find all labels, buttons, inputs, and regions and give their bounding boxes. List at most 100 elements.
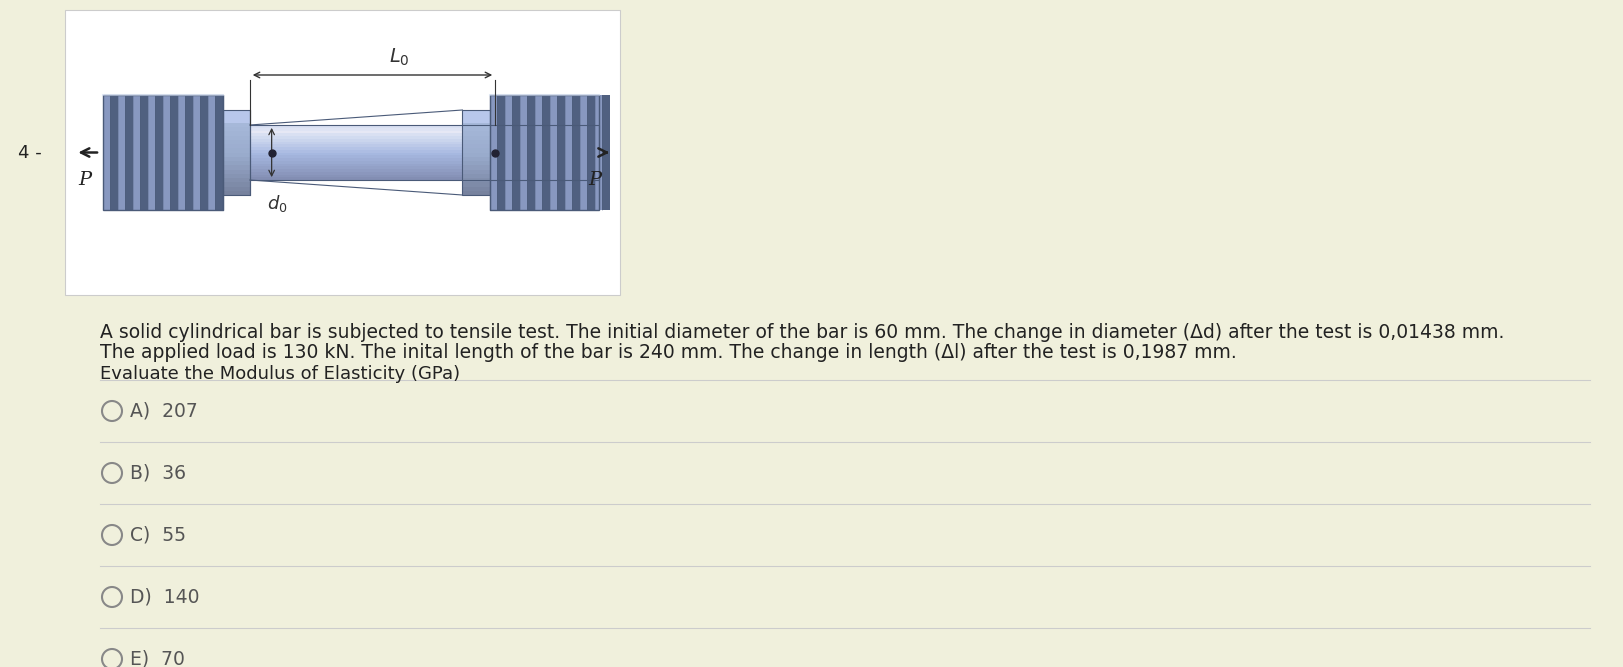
Text: C)  55: C) 55 [130, 526, 187, 544]
Bar [463, 148, 490, 153]
Bar [118, 95, 125, 210]
Bar [170, 95, 177, 210]
Bar [490, 95, 599, 210]
Bar [222, 191, 250, 195]
Text: Evaluate the Modulus of Elasticity (GPa): Evaluate the Modulus of Elasticity (GPa) [101, 365, 461, 383]
Bar [177, 95, 185, 210]
Text: 4 -: 4 - [18, 143, 42, 161]
Bar [222, 110, 250, 195]
Bar [594, 95, 602, 210]
Bar [565, 95, 571, 210]
Text: A solid cylindrical bar is subjected to tensile test. The initial diameter of th: A solid cylindrical bar is subjected to … [101, 323, 1505, 342]
Text: P: P [78, 171, 91, 189]
Bar [588, 95, 594, 210]
Bar [463, 165, 490, 169]
Bar [519, 95, 527, 210]
Bar [463, 178, 490, 182]
Bar [527, 95, 534, 210]
Bar [250, 128, 599, 131]
Text: $L_0$: $L_0$ [390, 46, 411, 67]
Bar [557, 95, 565, 210]
Bar [222, 161, 250, 165]
Bar [250, 125, 599, 128]
Bar [550, 95, 557, 210]
Text: D)  140: D) 140 [130, 588, 200, 606]
Bar [534, 95, 542, 210]
Bar [250, 125, 599, 180]
Bar [250, 131, 599, 133]
Bar [463, 110, 490, 195]
Bar [222, 135, 250, 140]
Bar [250, 139, 599, 141]
Bar [463, 140, 490, 144]
Bar [250, 166, 599, 169]
Bar [222, 178, 250, 182]
Bar [216, 95, 222, 210]
Bar [463, 114, 490, 119]
Bar [65, 10, 620, 295]
Bar [222, 127, 250, 131]
Bar [505, 95, 513, 210]
Text: B)  36: B) 36 [130, 464, 187, 482]
Bar [148, 95, 156, 210]
Text: P: P [588, 171, 602, 189]
Bar [222, 144, 250, 148]
Bar [250, 155, 599, 158]
Bar [490, 95, 497, 210]
Bar [463, 173, 490, 178]
Bar [250, 169, 599, 171]
Bar [250, 141, 599, 144]
Bar [125, 95, 133, 210]
Text: $d_0$: $d_0$ [266, 193, 287, 213]
Bar [222, 173, 250, 178]
Bar [463, 144, 490, 148]
Bar [250, 136, 599, 139]
Bar [463, 127, 490, 131]
Bar [250, 144, 599, 147]
Bar [463, 119, 490, 123]
Bar [222, 187, 250, 191]
Bar [102, 95, 222, 210]
Bar [463, 182, 490, 187]
Bar [102, 95, 110, 210]
Bar [602, 95, 610, 210]
Bar [222, 148, 250, 153]
Text: E)  70: E) 70 [130, 650, 185, 667]
Bar [463, 135, 490, 140]
Bar [463, 187, 490, 191]
Bar [250, 153, 599, 155]
Bar [156, 95, 162, 210]
Bar [222, 140, 250, 144]
Bar [250, 175, 599, 177]
Bar [222, 153, 250, 157]
Bar [250, 158, 599, 161]
Bar [513, 95, 519, 210]
Bar [250, 163, 599, 166]
Bar [463, 123, 490, 127]
Bar [110, 95, 118, 210]
Bar [571, 95, 579, 210]
Bar [542, 95, 550, 210]
Text: The applied load is 130 kN. The inital length of the bar is 240 mm. The change i: The applied load is 130 kN. The inital l… [101, 343, 1237, 362]
Bar [250, 150, 599, 153]
Bar [222, 114, 250, 119]
Bar [463, 153, 490, 157]
Bar [140, 95, 148, 210]
Bar [579, 95, 588, 210]
Bar [200, 95, 208, 210]
Bar [463, 161, 490, 165]
Bar [222, 182, 250, 187]
Bar [222, 110, 250, 114]
Bar [133, 95, 140, 210]
Bar [222, 131, 250, 135]
Bar [463, 131, 490, 135]
Bar [208, 95, 216, 210]
Bar [222, 123, 250, 127]
Bar [250, 171, 599, 175]
Bar [222, 157, 250, 161]
Bar [250, 133, 599, 136]
Bar [463, 169, 490, 173]
Bar [463, 110, 490, 114]
Bar [162, 95, 170, 210]
Bar [463, 191, 490, 195]
